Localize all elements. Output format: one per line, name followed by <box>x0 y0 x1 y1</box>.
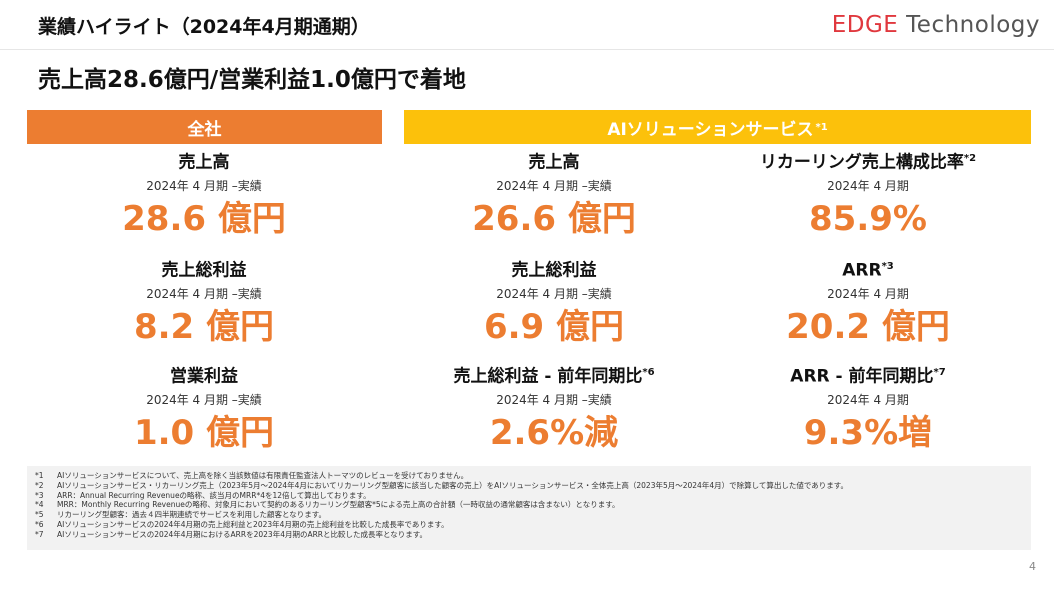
metric-value: 20.2 億円 <box>786 307 950 347</box>
section-header-company: 全社 <box>27 110 382 144</box>
metric-value: 8.2 億円 <box>133 307 275 347</box>
metric-value: 2.6%減 <box>489 413 619 453</box>
metric-period: 2024年 4 月期 –実績 <box>496 179 612 193</box>
metric-ai-gross-profit: 売上総利益 2024年 4 月期 –実績 6.9 億円 <box>404 256 704 347</box>
metric-label: 売上高 <box>178 152 230 173</box>
metric-label: 売上高 <box>528 152 580 173</box>
section-header-ai-solution: AIソリューションサービス *1 <box>404 110 1031 144</box>
metric-company-sales: 売上高 2024年 4 月期 –実績 28.6 億円 <box>54 148 354 239</box>
metric-company-gross-profit: 売上総利益 2024年 4 月期 –実績 8.2 億円 <box>54 256 354 347</box>
slide-section-title: 業績ハイライト（2024年4月期通期） <box>38 16 370 38</box>
slide-headline: 売上高28.6億円/営業利益1.0億円で着地 <box>38 67 466 93</box>
metric-period: 2024年 4 月期 –実績 <box>496 287 612 301</box>
logo-edge-text: EDGE <box>831 12 899 38</box>
metric-period: 2024年 4 月期 –実績 <box>146 179 262 193</box>
footnote-item: *7 AIソリューションサービスの2024年4月期におけるARRを2023年4月期… <box>35 529 428 539</box>
metric-label: 売上総利益 - 前年同期比*6 <box>453 366 655 387</box>
metric-label: 売上総利益 <box>511 260 597 281</box>
metric-label: 売上総利益 <box>161 260 247 281</box>
metric-company-operating-profit: 営業利益 2024年 4 月期 –実績 1.0 億円 <box>54 362 354 453</box>
metric-ai-sales: 売上高 2024年 4 月期 –実績 26.6 億円 <box>404 148 704 239</box>
footnote-item: *4 MRR：Monthly Recurring Revenueの略称、対象月にお… <box>35 500 620 510</box>
company-logo: EDGE Technology <box>832 12 1040 38</box>
footnote-item: *2 AIソリューションサービス・リカーリング売上（2023年5月～2024年4月… <box>35 480 849 490</box>
section-header-ai-label: AIソリューションサービス <box>607 119 814 140</box>
metric-period: 2024年 4 月期 –実績 <box>146 393 262 407</box>
footnote-item: *6 AIソリューションサービスの2024年4月期の売上総利益と2023年4月期の… <box>35 519 449 529</box>
metric-value: 85.9% <box>809 199 927 239</box>
footnote-item: *1 AIソリューションサービスについて、売上高を除く当該数値は有限責任監査法人ト… <box>35 471 469 480</box>
metric-label: ARR - 前年同期比*7 <box>790 366 946 387</box>
metric-value: 28.6 億円 <box>122 199 286 239</box>
footnote-item: *3 ARR：Annual Recurring Revenueの略称、該当月のMR… <box>35 490 371 500</box>
metric-period: 2024年 4 月期 <box>827 179 909 193</box>
footnote-item: *5 リカーリング型顧客：過去４四半期連続でサービスを利用した顧客となります。 <box>35 510 327 520</box>
metric-value: 6.9 億円 <box>483 307 625 347</box>
metric-label: ARR*3 <box>842 260 894 281</box>
metric-ai-recurring-ratio: リカーリング売上構成比率*2 2024年 4 月期 85.9% <box>718 148 1018 239</box>
metric-value: 1.0 億円 <box>133 413 275 453</box>
footnotes-box: *1 AIソリューションサービスについて、売上高を除く当該数値は有限責任監査法人ト… <box>27 466 1031 550</box>
metric-period: 2024年 4 月期 –実績 <box>496 393 612 407</box>
metric-period: 2024年 4 月期 <box>827 287 909 301</box>
section-header-ai-footnote-ref: *1 <box>815 121 828 133</box>
page-number: 4 <box>1029 560 1036 573</box>
metric-ai-arr-yoy: ARR - 前年同期比*7 2024年 4 月期 9.3%増 <box>718 362 1018 453</box>
header-divider <box>0 49 1054 50</box>
metric-ai-gross-profit-yoy: 売上総利益 - 前年同期比*6 2024年 4 月期 –実績 2.6%減 <box>404 362 704 453</box>
metric-label: リカーリング売上構成比率*2 <box>759 152 977 173</box>
metric-period: 2024年 4 月期 <box>827 393 909 407</box>
metric-label: 営業利益 <box>170 366 238 387</box>
logo-technology-text: Technology <box>898 12 1040 38</box>
section-header-company-label: 全社 <box>187 119 222 140</box>
metric-value: 26.6 億円 <box>472 199 636 239</box>
metric-value: 9.3%増 <box>803 413 933 453</box>
metric-period: 2024年 4 月期 –実績 <box>146 287 262 301</box>
metric-ai-arr: ARR*3 2024年 4 月期 20.2 億円 <box>718 256 1018 347</box>
